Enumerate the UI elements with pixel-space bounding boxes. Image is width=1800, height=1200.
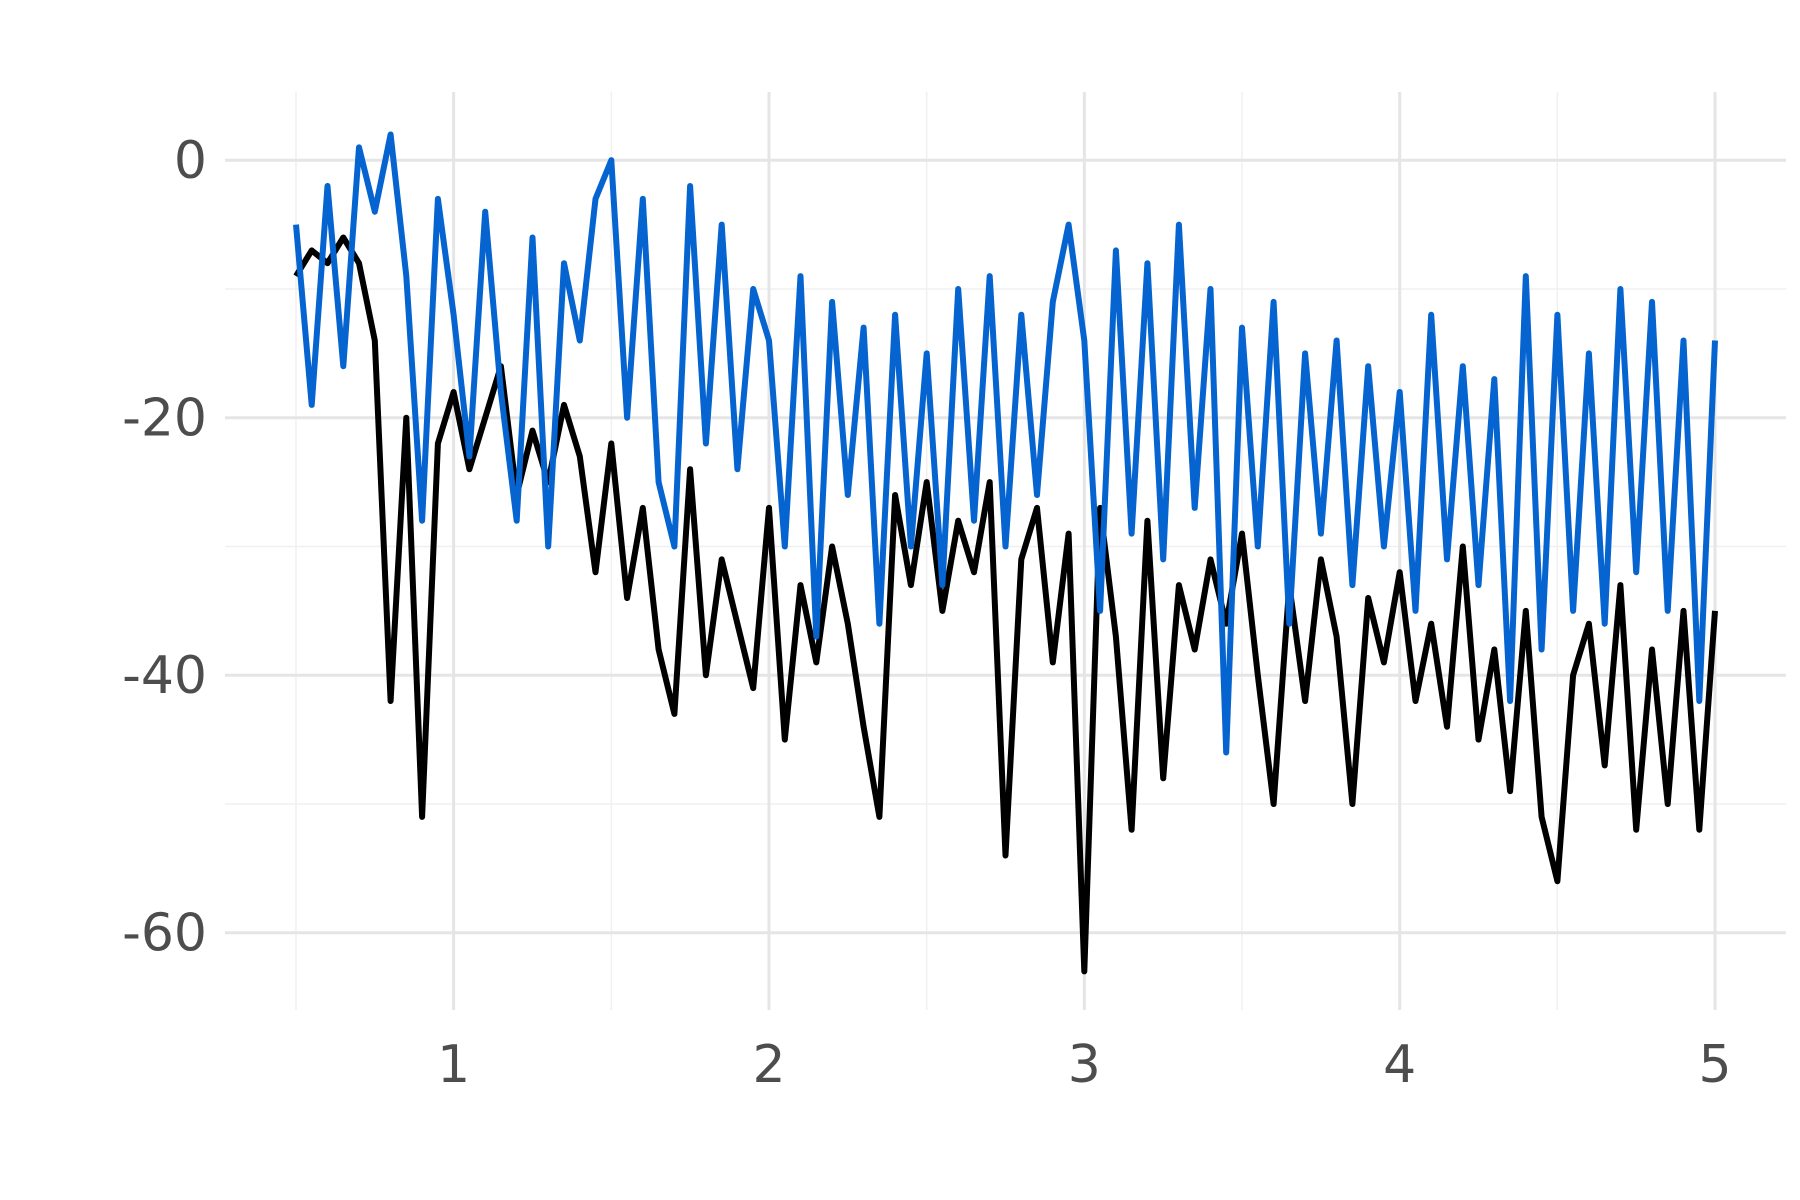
x-tick-label: 3 xyxy=(1068,1035,1101,1095)
y-tick-label: -60 xyxy=(122,904,207,964)
data-line xyxy=(293,234,1718,975)
x-tick-label: 2 xyxy=(752,1035,785,1095)
x-tick-label: 4 xyxy=(1383,1035,1416,1095)
y-tick-label: -40 xyxy=(122,646,207,706)
x-tick-label: 1 xyxy=(437,1035,470,1095)
y-tick-label: -20 xyxy=(122,389,207,449)
x-tick-label: 5 xyxy=(1698,1035,1731,1095)
data-line xyxy=(293,131,1718,756)
y-tick-label: 0 xyxy=(174,131,207,191)
